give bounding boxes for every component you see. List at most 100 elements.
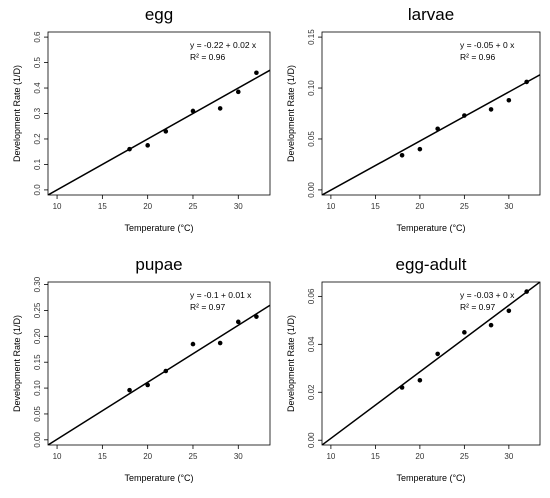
larvae-x-tick-label: 25: [460, 202, 469, 211]
egg-adult-plot-frame: [321, 281, 541, 446]
egg-adult-title: egg-adult: [396, 255, 467, 274]
egg-adult-x-tick-label: 25: [460, 452, 469, 461]
egg-adult-x-tick-label: 30: [504, 452, 513, 461]
egg-adult-y-tick-label: 0.04: [307, 336, 316, 352]
pupae-y-tick-label: 0.20: [33, 328, 42, 344]
larvae-r2: R² = 0.96: [460, 52, 495, 62]
egg-regression-line: [48, 69, 270, 195]
egg-adult-x-axis-label: Temperature (°C): [396, 473, 465, 483]
egg-adult-y-axis-label: Development Rate (1/D): [286, 315, 296, 412]
egg-adult-regression-line: [322, 282, 540, 445]
egg-title: egg: [145, 5, 173, 24]
pupae-plot-frame: [47, 281, 271, 446]
egg-panel: egg 10 15 20 25 30 0.0 0.1 0.2 0.3 0.4 0.5 0.6 Temper…: [12, 5, 271, 233]
egg-adult-data-point: [488, 322, 494, 328]
pupae-data-point: [235, 319, 241, 325]
larvae-data-point: [417, 146, 423, 152]
egg-y-tick-label: 0.1: [33, 158, 42, 170]
egg-data-point: [217, 106, 223, 111]
egg-equation: y = -0.22 + 0.02 x: [190, 40, 257, 50]
egg-adult-equation: y = -0.03 + 0 x: [460, 290, 515, 300]
pupae-x-tick-label: 30: [234, 452, 243, 461]
egg-data-point: [235, 89, 241, 95]
larvae-data-point: [488, 107, 494, 112]
pupae-y-tick-label: 0.00: [33, 431, 42, 447]
egg-data-point: [127, 146, 132, 152]
pupae-x-axis-label: Temperature (°C): [124, 473, 193, 483]
egg-data-point: [190, 108, 196, 114]
larvae-title: larvae: [408, 5, 454, 24]
egg-y-tick-label: 0.3: [33, 107, 42, 119]
pupae-equation: y = -0.1 + 0.01 x: [190, 290, 252, 300]
larvae-data-point: [506, 97, 512, 103]
pupae-data-point: [190, 341, 196, 347]
egg-y-tick-label: 0.5: [33, 56, 42, 68]
egg-adult-data-point: [399, 385, 405, 390]
larvae-data-point: [399, 152, 405, 158]
egg-x-tick-label: 25: [189, 202, 198, 211]
larvae-x-tick-label: 30: [504, 202, 513, 211]
larvae-y-tick-label: 0.15: [307, 29, 316, 45]
egg-adult-x-tick-label: 15: [371, 452, 380, 461]
larvae-plot-frame: [321, 31, 541, 196]
egg-adult-y-tick-label: 0.06: [307, 288, 316, 304]
egg-x-axis-label: Temperature (°C): [124, 223, 193, 233]
egg-adult-data-point: [435, 351, 440, 357]
egg-plot-frame: [47, 31, 271, 196]
pupae-y-tick-label: 0.10: [33, 380, 42, 396]
larvae-regression-line: [322, 74, 540, 195]
egg-adult-x-tick-label: 10: [326, 452, 335, 461]
egg-y-tick-label: 0.0: [33, 184, 42, 196]
larvae-data-point: [524, 79, 529, 85]
egg-r2: R² = 0.96: [190, 52, 225, 62]
egg-adult-r2: R² = 0.97: [460, 302, 495, 312]
egg-data-point: [254, 70, 259, 76]
egg-x-tick-label: 20: [143, 202, 152, 211]
egg-adult-panel: egg-adult 10 15 20 25 30 0.00 0.02 0.04 0.06 Tempe…: [286, 255, 541, 483]
pupae-title: pupae: [135, 255, 182, 274]
pupae-panel: pupae 10 15 20 25 30 0.00 0.05 0.10 0.15 0.20 0.25 0…: [12, 255, 271, 483]
larvae-data-point: [462, 113, 467, 118]
egg-x-tick-label: 15: [98, 202, 107, 211]
larvae-x-tick-label: 15: [371, 202, 380, 211]
pupae-x-tick-label: 15: [98, 452, 107, 461]
egg-adult-y-tick-label: 0.00: [307, 432, 316, 448]
larvae-x-tick-label: 20: [415, 202, 424, 211]
pupae-x-tick-label: 20: [143, 452, 152, 461]
larvae-panel: larvae 10 15 20 25 30 0.00 0.05 0.10 0.15 Temperat…: [286, 5, 541, 233]
pupae-y-tick-label: 0.25: [33, 302, 42, 318]
pupae-x-tick-label: 10: [53, 452, 62, 461]
pupae-x-tick-label: 25: [189, 452, 198, 461]
egg-x-tick-label: 10: [53, 202, 62, 211]
egg-data-point: [163, 129, 169, 134]
egg-x-tick-label: 30: [234, 202, 243, 211]
pupae-r2: R² = 0.97: [190, 302, 225, 312]
larvae-data-point: [435, 126, 440, 132]
larvae-y-tick-label: 0.10: [307, 80, 316, 96]
egg-adult-y-tick-label: 0.02: [307, 384, 316, 400]
egg-adult-data-point: [417, 377, 423, 383]
larvae-x-axis-label: Temperature (°C): [396, 223, 465, 233]
egg-adult-data-point: [462, 330, 467, 335]
egg-adult-data-point: [524, 289, 529, 294]
pupae-data-point: [217, 340, 223, 346]
pupae-y-tick-label: 0.05: [33, 406, 42, 422]
pupae-regression-line: [48, 304, 270, 445]
pupae-data-point: [254, 314, 259, 319]
pupae-data-point: [127, 387, 132, 393]
larvae-x-tick-label: 10: [326, 202, 335, 211]
egg-y-tick-label: 0.4: [33, 82, 42, 94]
egg-adult-data-point: [506, 308, 512, 314]
egg-data-point: [145, 143, 150, 148]
pupae-y-axis-label: Development Rate (1/D): [12, 315, 22, 412]
pupae-data-point: [163, 368, 169, 374]
egg-y-axis-label: Development Rate (1/D): [12, 65, 22, 162]
larvae-equation: y = -0.05 + 0 x: [460, 40, 515, 50]
pupae-y-tick-label: 0.30: [33, 276, 42, 292]
pupae-y-tick-label: 0.15: [33, 354, 42, 370]
larvae-y-tick-label: 0.00: [307, 182, 316, 198]
egg-y-tick-label: 0.2: [33, 133, 42, 145]
pupae-data-point: [145, 382, 150, 388]
larvae-y-axis-label: Development Rate (1/D): [286, 65, 296, 162]
